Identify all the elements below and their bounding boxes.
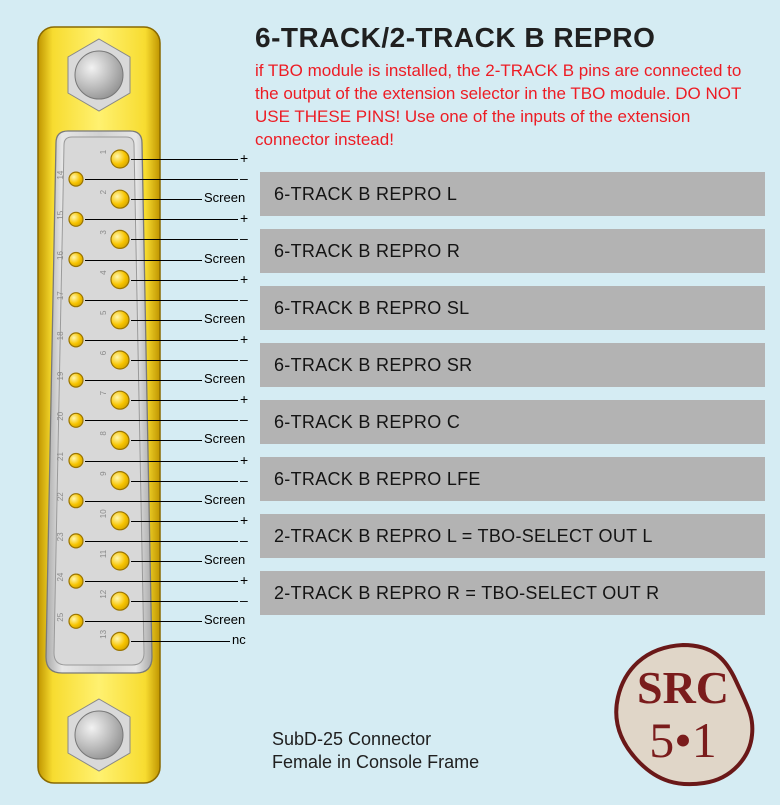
pin-leader	[85, 260, 202, 261]
pin-label-screen: Screen	[204, 612, 245, 627]
pin-label-minus: –	[240, 472, 248, 488]
pin-label-screen: Screen	[204, 190, 245, 205]
svg-text:14: 14	[56, 170, 65, 179]
pin-leader	[85, 541, 238, 542]
pin-label-plus: +	[240, 150, 248, 166]
signal-row: 6-TRACK B REPRO R	[260, 229, 765, 273]
src-logo: SRC 5•1	[608, 639, 758, 789]
pin-label-screen: Screen	[204, 311, 245, 326]
svg-text:21: 21	[56, 452, 65, 461]
pin-leader	[85, 380, 202, 381]
pin-label-minus: –	[240, 411, 248, 427]
pin-label-screen: Screen	[204, 431, 245, 446]
pin-leader	[131, 641, 230, 642]
svg-text:23: 23	[56, 532, 65, 541]
pin-leader	[131, 280, 238, 281]
pin-leader	[85, 420, 238, 421]
svg-text:5: 5	[99, 310, 108, 315]
svg-text:12: 12	[99, 589, 108, 598]
svg-text:11: 11	[99, 549, 108, 558]
signal-row: 6-TRACK B REPRO LFE	[260, 457, 765, 501]
pin-label-minus: –	[240, 592, 248, 608]
signal-row: 2-TRACK B REPRO L = TBO-SELECT OUT L	[260, 514, 765, 558]
warning-text: if TBO module is installed, the 2-TRACK …	[255, 60, 755, 152]
pin-label-minus: –	[240, 291, 248, 307]
signal-row: 6-TRACK B REPRO SL	[260, 286, 765, 330]
pin-leader	[85, 300, 238, 301]
pin-leader	[85, 581, 238, 582]
pin-leader	[85, 219, 238, 220]
pin-label-plus: +	[240, 331, 248, 347]
pin-label-minus: –	[240, 230, 248, 246]
svg-text:13: 13	[99, 629, 108, 638]
pin-label-minus: –	[240, 532, 248, 548]
connector-plate: 1234567891011121314151617181920212223242…	[36, 25, 162, 785]
pin-leader	[131, 320, 202, 321]
footer-line-1: SubD-25 Connector	[272, 728, 479, 751]
connector-description: SubD-25 Connector Female in Console Fram…	[272, 728, 479, 775]
footer-line-2: Female in Console Frame	[272, 751, 479, 774]
svg-text:7: 7	[99, 390, 108, 395]
pin-label-plus: +	[240, 512, 248, 528]
pin-leader	[85, 340, 238, 341]
pin-leader	[85, 621, 202, 622]
svg-text:20: 20	[56, 411, 65, 420]
logo-text-top: SRC	[637, 662, 729, 713]
svg-text:16: 16	[56, 251, 65, 260]
pin-leader	[85, 501, 202, 502]
svg-text:18: 18	[56, 331, 65, 340]
pin-label-plus: +	[240, 572, 248, 588]
svg-text:3: 3	[99, 230, 108, 235]
diagram-title: 6-TRACK/2-TRACK B REPRO	[255, 22, 655, 54]
pin-label-minus: –	[240, 170, 248, 186]
pin-leader	[131, 561, 202, 562]
pin-label-plus: +	[240, 452, 248, 468]
svg-text:8: 8	[99, 431, 108, 436]
pin-leader	[85, 179, 238, 180]
pin-label-screen: Screen	[204, 371, 245, 386]
svg-text:17: 17	[56, 291, 65, 300]
signal-row: 6-TRACK B REPRO L	[260, 172, 765, 216]
pin-leader	[85, 461, 238, 462]
signal-row: 6-TRACK B REPRO SR	[260, 343, 765, 387]
pin-leader	[131, 199, 202, 200]
pin-label-screen: Screen	[204, 492, 245, 507]
pin-label-plus: +	[240, 271, 248, 287]
pin-label-plus: +	[240, 210, 248, 226]
pin-label-screen: Screen	[204, 251, 245, 266]
pin-leader	[131, 440, 202, 441]
pin-leader	[131, 481, 238, 482]
pin-label-plus: +	[240, 391, 248, 407]
pin-label-minus: –	[240, 351, 248, 367]
svg-text:10: 10	[99, 509, 108, 518]
logo-text-bottom: 5•1	[649, 712, 717, 768]
pin-label-nc: nc	[232, 632, 246, 647]
svg-text:19: 19	[56, 371, 65, 380]
svg-text:22: 22	[56, 492, 65, 501]
pin-leader	[131, 400, 238, 401]
svg-text:25: 25	[56, 612, 65, 621]
svg-text:4: 4	[99, 270, 108, 275]
pin-leader	[131, 239, 238, 240]
pin-leader	[131, 601, 238, 602]
svg-text:2: 2	[99, 189, 108, 194]
svg-text:9: 9	[99, 471, 108, 476]
svg-text:1: 1	[99, 149, 108, 154]
pin-leader	[131, 521, 238, 522]
pin-leader	[131, 360, 238, 361]
pin-leader	[131, 159, 238, 160]
svg-text:24: 24	[56, 572, 65, 581]
svg-text:15: 15	[56, 210, 65, 219]
pin-label-screen: Screen	[204, 552, 245, 567]
svg-text:6: 6	[99, 350, 108, 355]
signal-row: 2-TRACK B REPRO R = TBO-SELECT OUT R	[260, 571, 765, 615]
signal-row: 6-TRACK B REPRO C	[260, 400, 765, 444]
signal-list: 6-TRACK B REPRO L 6-TRACK B REPRO R 6-TR…	[260, 172, 765, 628]
